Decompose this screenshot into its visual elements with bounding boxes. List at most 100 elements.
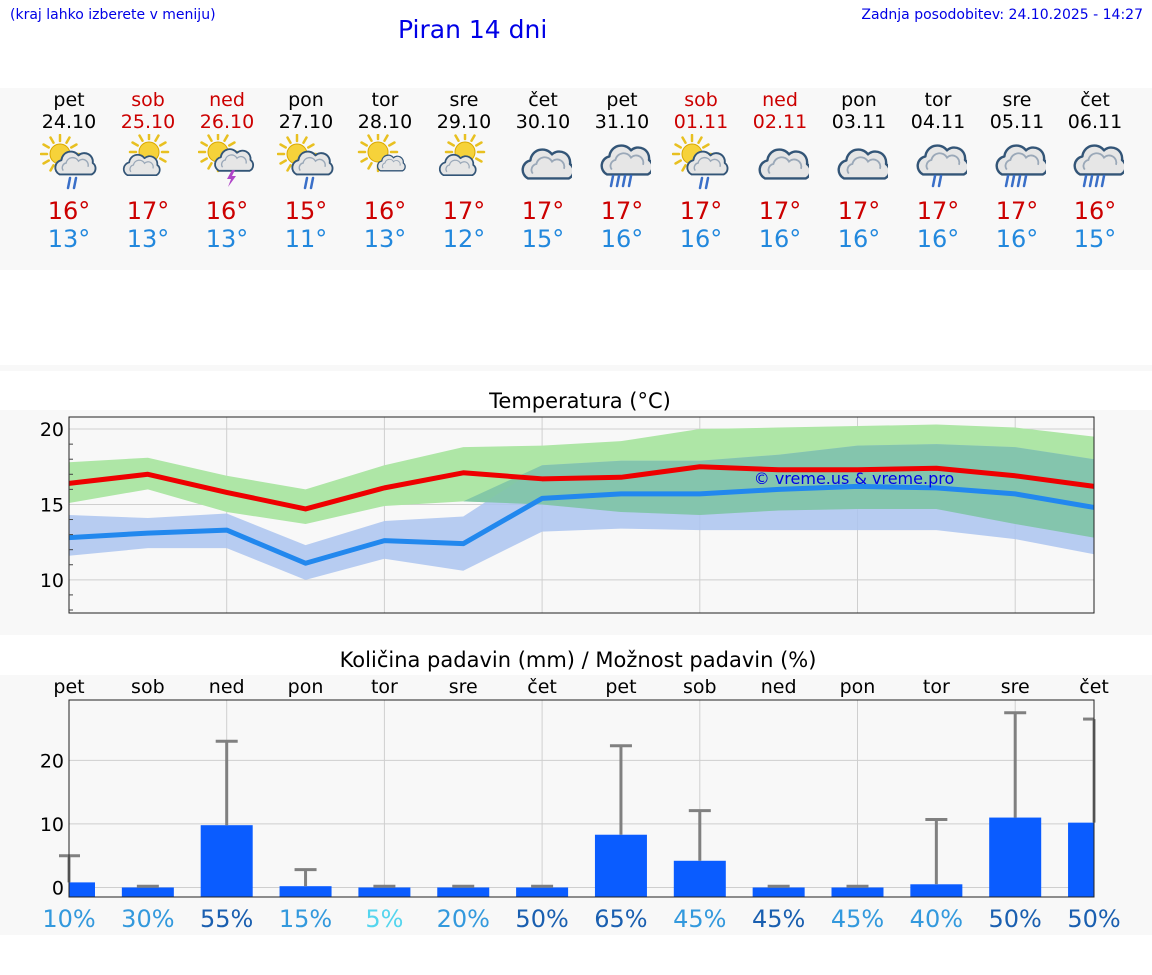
max-temp: 15°	[284, 197, 328, 225]
day-name: tor	[924, 89, 952, 111]
precip-day-label: pon	[840, 676, 876, 698]
precip-day-label: pet	[53, 676, 84, 698]
precip-day-label: sre	[449, 676, 478, 698]
day-date: 31.10	[594, 111, 650, 133]
sun-cloud-rain-icon	[276, 133, 335, 192]
max-temp: 17°	[758, 197, 802, 225]
day-date: 02.11	[752, 111, 808, 133]
separator-band	[0, 365, 1152, 371]
precip-plot-frame	[68, 699, 1095, 898]
day-date: 27.10	[278, 111, 334, 133]
precip-probability-label: 40%	[910, 905, 963, 933]
day-name: pon	[288, 89, 324, 111]
precip-probability-label: 45%	[831, 905, 884, 933]
precip-probability-label: 15%	[279, 905, 332, 933]
day-date: 28.10	[357, 111, 413, 133]
precip-tick-label: 10	[40, 814, 64, 836]
day-date: 05.11	[989, 111, 1045, 133]
sun-cloud-rain-icon	[671, 133, 730, 192]
max-temp: 17°	[600, 197, 644, 225]
day-name: sob	[131, 89, 165, 111]
precip-day-label: čet	[527, 676, 557, 698]
max-temp: 16°	[1073, 197, 1117, 225]
precip-bar	[279, 886, 332, 897]
precip-day-label: sob	[683, 676, 717, 698]
day-name: sob	[684, 89, 718, 111]
min-temp-line	[68, 483, 1095, 566]
temp-tick-label: 20	[40, 419, 64, 441]
precip-probability-label: 55%	[200, 905, 253, 933]
precip-bar	[910, 884, 963, 897]
precip-day-label: pet	[605, 676, 636, 698]
day-date: 06.11	[1067, 111, 1123, 133]
min-temp: 16°	[995, 225, 1039, 253]
max-temp: 16°	[47, 197, 91, 225]
sun-storm-icon	[197, 131, 256, 192]
min-temp: 11°	[284, 225, 328, 253]
precip-probability-label: 30%	[121, 905, 174, 933]
day-name: pet	[53, 89, 85, 111]
max-temp: 17°	[521, 197, 565, 225]
precip-bar	[673, 860, 726, 897]
day-date: 24.10	[41, 111, 97, 133]
min-temp: 13°	[126, 225, 170, 253]
precip-day-label: čet	[1079, 676, 1109, 698]
max-temp: 17°	[995, 197, 1039, 225]
day-name: pon	[841, 89, 877, 111]
min-temp: 12°	[442, 225, 486, 253]
day-name: tor	[371, 89, 399, 111]
precip-probability-label: 5%	[365, 905, 403, 933]
sun-small-cloud-icon	[356, 131, 414, 192]
precip-day-label: ned	[209, 676, 245, 698]
precip-probability-label: 50%	[1067, 905, 1120, 933]
precip-chart-title: Količina padavin (mm) / Možnost padavin …	[340, 648, 817, 672]
max-temp: 16°	[205, 197, 249, 225]
precip-tick-label: 0	[52, 877, 64, 899]
min-temp: 13°	[205, 225, 249, 253]
sun-cloud-icon	[435, 131, 493, 192]
precip-bar	[69, 882, 95, 897]
sun-cloud-rain-icon	[39, 133, 98, 192]
min-temp: 13°	[363, 225, 407, 253]
min-temp: 16°	[916, 225, 960, 253]
min-temp: 16°	[837, 225, 881, 253]
min-temp: 16°	[679, 225, 723, 253]
precip-day-label: tor	[371, 676, 398, 698]
min-temp: 15°	[521, 225, 565, 253]
min-temp: 16°	[600, 225, 644, 253]
cloud-heavy-rain-icon	[1066, 134, 1127, 192]
temp-tick-label: 15	[40, 494, 64, 516]
day-name: ned	[762, 89, 798, 111]
last-update: Zadnja posodobitev: 24.10.2025 - 14:27	[861, 7, 1143, 23]
precip-day-label: sre	[1001, 676, 1030, 698]
precip-bar	[831, 887, 884, 897]
temp-tick-label: 10	[40, 570, 64, 592]
precip-bar	[989, 817, 1042, 897]
precip-probability-label: 65%	[594, 905, 647, 933]
precip-day-label: tor	[923, 676, 950, 698]
precip-day-label: sob	[131, 676, 165, 698]
precip-bar	[200, 825, 253, 897]
precip-day-label: ned	[761, 676, 797, 698]
max-temp: 17°	[679, 197, 723, 225]
precip-bar	[437, 887, 490, 897]
day-name: sre	[1002, 89, 1032, 111]
precip-bar	[516, 887, 569, 897]
temp-plot-frame	[68, 416, 1095, 614]
sun-cloud-icon	[119, 131, 177, 192]
min-temp: 16°	[758, 225, 802, 253]
max-temp: 17°	[442, 197, 486, 225]
day-date: 26.10	[199, 111, 255, 133]
max-temp-line	[68, 464, 1095, 512]
precip-bar	[358, 887, 411, 897]
precip-tick-label: 20	[40, 750, 64, 772]
precip-probability-label: 50%	[515, 905, 568, 933]
precip-bar	[594, 834, 647, 897]
day-date: 01.11	[673, 111, 729, 133]
day-date: 03.11	[831, 111, 887, 133]
precip-day-label: pon	[288, 676, 324, 698]
day-name: pet	[606, 89, 638, 111]
precip-probability-label: 45%	[673, 905, 726, 933]
location-menu-hint: (kraj lahko izberete v meniju)	[10, 7, 216, 23]
